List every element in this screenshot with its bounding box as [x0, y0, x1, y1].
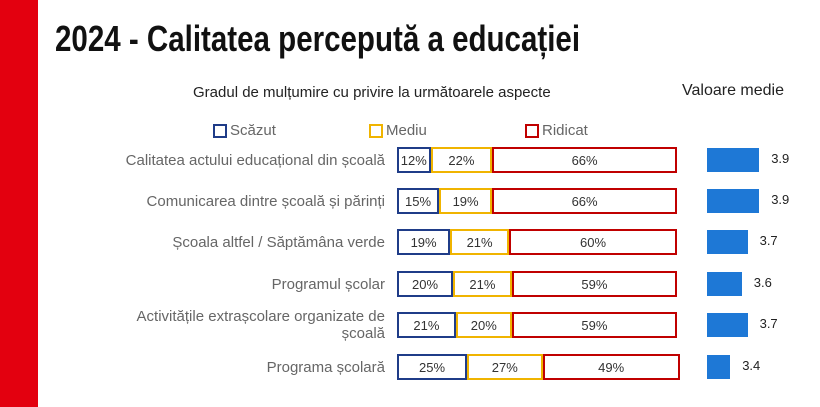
category-label: Școala altfel / Săptămâna verde — [172, 233, 385, 251]
bar-segment: 19% — [439, 188, 493, 214]
bar-segment: 19% — [397, 229, 451, 255]
bar-segment: 21% — [450, 229, 509, 255]
mean-label: 3.9 — [771, 192, 790, 207]
legend-swatch — [525, 123, 539, 138]
legend-label: Scăzut — [230, 122, 276, 139]
mean-bar — [707, 355, 731, 379]
bar-segment: 27% — [467, 354, 543, 380]
bar-segment: 59% — [511, 312, 677, 338]
category-label: Calitatea actului educațional din școală — [125, 151, 385, 169]
subtitle: Gradul de mulțumire cu privire la următo… — [193, 84, 551, 101]
category-label: Programul școlar — [271, 275, 385, 293]
mean-label: 3.7 — [759, 316, 778, 331]
legend-label: Mediu — [386, 122, 427, 139]
bar-segment: 25% — [397, 354, 467, 380]
mean-label: 3.4 — [742, 358, 761, 373]
mean-title: Valoare medie — [682, 82, 784, 99]
bar-segment: 12% — [397, 147, 431, 173]
bar-segment: 22% — [430, 147, 493, 173]
mean-bar — [707, 313, 748, 337]
legend-label: Ridicat — [542, 122, 588, 139]
bar-segment: 20% — [397, 271, 453, 297]
mean-label: 3.6 — [753, 275, 772, 290]
category-label: Comunicarea dintre școală și părinți — [146, 192, 385, 210]
bar-segment: 21% — [453, 271, 512, 297]
bar-segment: 49% — [542, 354, 680, 380]
bar-segment: 60% — [509, 229, 677, 255]
category-label: Programa școlară — [266, 358, 385, 376]
mean-bar — [707, 230, 748, 254]
legend-item: Scăzut — [213, 122, 276, 139]
mean-label: 3.7 — [759, 233, 778, 248]
legend-swatch — [369, 123, 383, 138]
category-label: Activitățile extrașcolare organizate de … — [136, 308, 385, 342]
bar-segment: 66% — [492, 147, 677, 173]
bar-segment: 59% — [511, 271, 677, 297]
mean-bar — [707, 189, 760, 213]
bar-segment: 15% — [397, 188, 439, 214]
page-title: 2024 - Calitatea percepută a educației — [55, 18, 581, 59]
legend-item: Ridicat — [525, 122, 588, 139]
mean-bar — [707, 272, 742, 296]
bar-segment: 20% — [455, 312, 512, 338]
bar-segment: 66% — [492, 188, 677, 214]
mean-label: 3.9 — [771, 151, 790, 166]
bar-segment: 21% — [397, 312, 456, 338]
legend-item: Mediu — [369, 122, 427, 139]
side-band — [0, 0, 38, 407]
mean-bar — [707, 148, 760, 172]
legend-swatch — [213, 123, 227, 138]
